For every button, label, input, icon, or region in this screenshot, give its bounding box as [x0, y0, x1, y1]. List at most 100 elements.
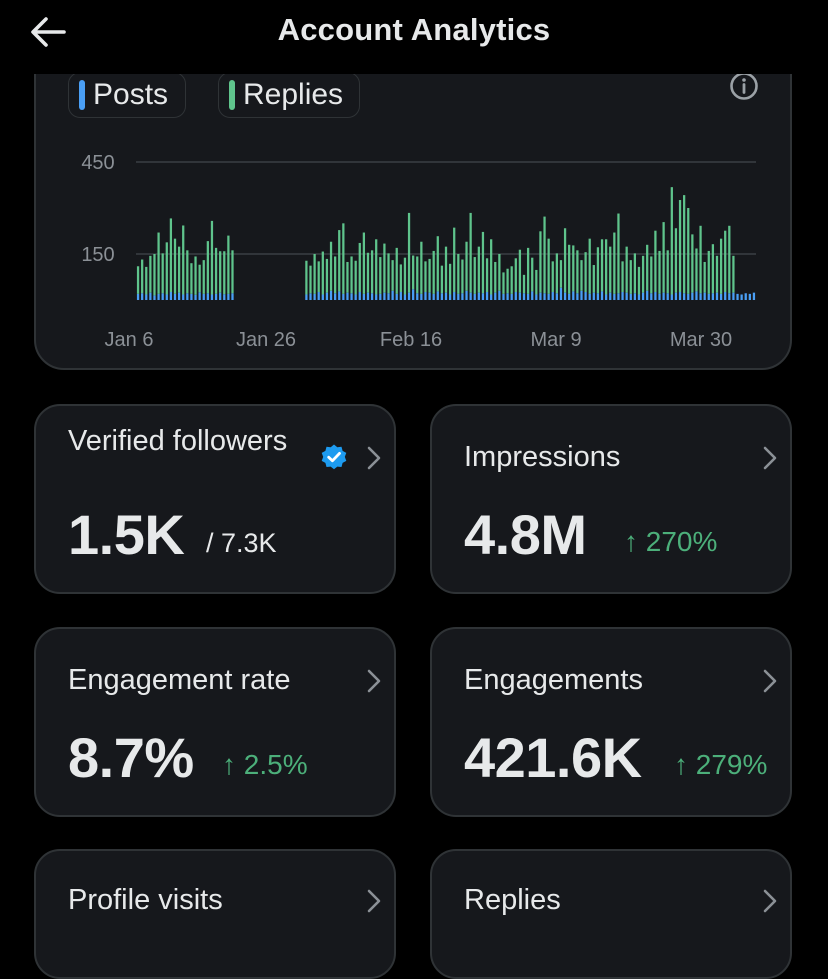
posts-bar — [740, 294, 743, 300]
replies-bar — [687, 208, 690, 294]
replies-bar — [346, 261, 349, 293]
posts-bar — [136, 293, 140, 300]
posts-bar — [173, 293, 177, 300]
posts-bar — [457, 293, 460, 300]
replies-bar — [321, 251, 324, 295]
posts-bar — [572, 291, 575, 300]
posts-bar — [428, 292, 431, 300]
replies-bar — [186, 250, 189, 294]
replies-bar — [420, 241, 423, 294]
replies-bar — [149, 255, 152, 293]
back-arrow-icon[interactable] — [28, 14, 68, 50]
replies-bar — [477, 246, 480, 293]
replies-bar — [531, 257, 534, 292]
posts-bar — [149, 292, 152, 300]
replies-bar — [313, 254, 316, 294]
replies-color-swatch — [229, 80, 235, 110]
profile-visits-card[interactable]: Profile visits — [34, 849, 396, 979]
posts-bar — [153, 295, 156, 300]
x-tick-label: Jan 6 — [105, 329, 154, 351]
replies-bar — [641, 255, 645, 293]
replies-bar — [383, 243, 386, 293]
impressions-card[interactable]: Impressions 4.8M ↑ 270% — [430, 404, 792, 594]
posts-bar — [461, 293, 464, 300]
posts-bar — [444, 292, 448, 300]
replies-bar — [625, 246, 628, 293]
replies-bar — [539, 231, 542, 293]
engagements-card[interactable]: Engagements 421.6K ↑ 279% — [430, 627, 792, 817]
engagement-rate-card[interactable]: Engagement rate 8.7% ↑ 2.5% — [34, 627, 396, 817]
replies-bar — [453, 227, 456, 293]
posts-bar — [309, 293, 312, 300]
posts-bar — [555, 293, 558, 300]
replies-bar — [198, 264, 201, 293]
replies-bar — [535, 269, 538, 295]
replies-bar — [342, 223, 345, 294]
posts-bar — [473, 293, 476, 300]
replies-bar — [526, 247, 530, 294]
posts-bar — [399, 292, 402, 300]
replies-bar — [592, 265, 595, 293]
replies-bar — [387, 253, 390, 294]
legend-posts-toggle[interactable]: Posts — [68, 72, 186, 118]
posts-bar — [210, 294, 214, 300]
verified-followers-value: 1.5K — [68, 503, 185, 566]
chevron-right-icon — [367, 446, 381, 470]
posts-bar — [161, 293, 164, 300]
posts-bar — [321, 294, 324, 300]
replies-bar — [563, 228, 567, 293]
posts-bar — [227, 293, 230, 300]
x-tick-label: Mar 30 — [670, 329, 732, 351]
posts-bar — [637, 294, 641, 300]
replies-bar — [691, 234, 694, 293]
replies-card[interactable]: Replies — [430, 849, 792, 979]
replies-bar — [403, 257, 407, 295]
posts-bar — [469, 292, 472, 300]
posts-bar — [490, 294, 493, 300]
replies-bar — [543, 216, 546, 294]
posts-bar — [383, 292, 386, 300]
y-tick-label: 450 — [81, 152, 114, 174]
posts-bar — [498, 290, 501, 300]
replies-bar — [707, 250, 710, 294]
replies-bar — [461, 259, 464, 294]
replies-bar — [334, 256, 337, 294]
replies-bar — [674, 228, 678, 293]
posts-bar — [732, 292, 735, 300]
legend-replies-toggle[interactable]: Replies — [218, 72, 360, 118]
posts-bar — [539, 292, 542, 300]
posts-bar — [190, 293, 193, 300]
posts-bar — [391, 290, 394, 300]
replies-bar — [358, 242, 361, 293]
replies-bar — [219, 251, 222, 293]
posts-bar — [305, 294, 308, 300]
posts-bar — [646, 290, 649, 300]
engagement-rate-label: Engagement rate — [68, 664, 291, 696]
replies-bar — [469, 212, 472, 293]
x-tick-label: Feb 16 — [380, 329, 442, 351]
posts-bar — [350, 293, 353, 300]
impressions-change: ↑ 270% — [624, 526, 718, 557]
replies-bar — [375, 239, 378, 295]
info-icon[interactable] — [728, 70, 760, 102]
replies-bar — [485, 258, 489, 293]
replies-bar — [728, 225, 731, 294]
posts-bar — [379, 293, 382, 300]
posts-bar — [666, 293, 669, 300]
posts-bar — [678, 292, 682, 300]
posts-bar — [711, 293, 715, 300]
posts-bar — [588, 293, 591, 300]
posts-bar — [206, 293, 209, 300]
replies-bar — [510, 266, 513, 294]
replies-bar — [506, 268, 509, 294]
posts-bar — [432, 293, 435, 300]
replies-bar — [407, 212, 411, 293]
replies-bar — [473, 257, 476, 294]
posts-bar — [186, 293, 189, 300]
verified-followers-card[interactable]: Verified followers 1.5K / 7.3K — [34, 404, 396, 594]
replies-bar — [514, 258, 517, 293]
replies-bar — [379, 257, 382, 294]
replies-bar — [457, 254, 460, 294]
replies-bar — [366, 252, 370, 293]
posts-bar — [522, 293, 526, 300]
